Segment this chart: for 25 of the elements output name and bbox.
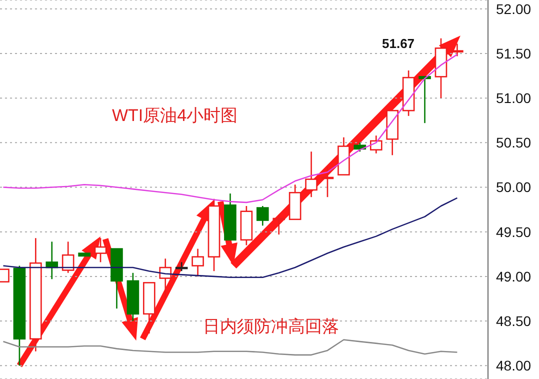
- candlestick: [256, 205, 269, 226]
- candlestick: [62, 241, 74, 274]
- candlestick: [305, 150, 318, 198]
- candlestick: [94, 237, 107, 263]
- candlestick: [272, 214, 286, 236]
- line-series: [2, 339, 458, 356]
- y-tick-label: 51.50: [496, 45, 532, 62]
- y-tick-label: 49.00: [496, 268, 532, 284]
- candlestick: [321, 166, 334, 198]
- candlestick: [192, 248, 204, 278]
- annotation: 51.67: [382, 36, 415, 52]
- line-series: [2, 197, 458, 278]
- y-tick-label: 51.00: [496, 90, 532, 106]
- y-tick-label: 49.50: [496, 224, 532, 240]
- y-tick-label: 50.50: [496, 134, 532, 151]
- candlestick: [370, 134, 382, 154]
- text: WTI原油4小时图: [112, 105, 238, 127]
- y-tick-label: 52.00: [496, 0, 532, 17]
- candlestick: [451, 43, 464, 57]
- annotation: 日内须防冲高回落: [203, 316, 339, 338]
- y-tick-label: 48.00: [496, 358, 532, 374]
- line-series: [2, 54, 458, 204]
- y-tick-label: 50.00: [496, 179, 532, 196]
- y-tick-label: 48.50: [496, 313, 532, 330]
- candlestick: [159, 258, 172, 298]
